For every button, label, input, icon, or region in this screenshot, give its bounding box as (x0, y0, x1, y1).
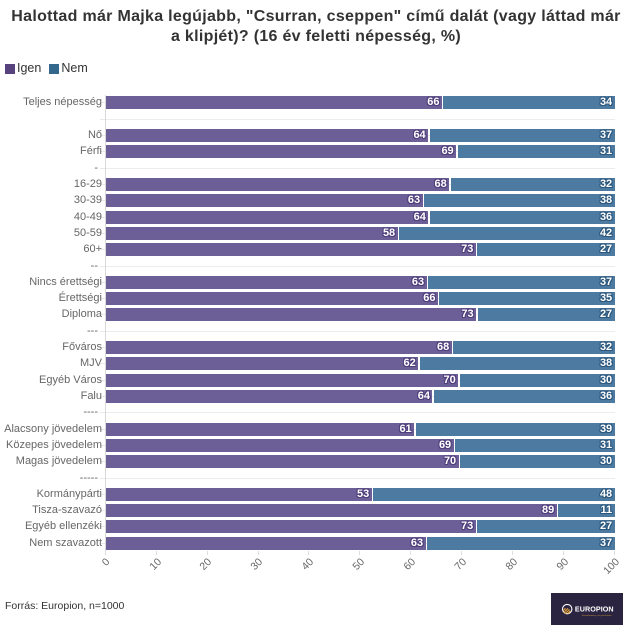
svg-text:EUROPION: EUROPION (575, 604, 614, 613)
svg-text:Közvélemény- és piackutató: Közvélemény- és piackutató (582, 614, 612, 617)
